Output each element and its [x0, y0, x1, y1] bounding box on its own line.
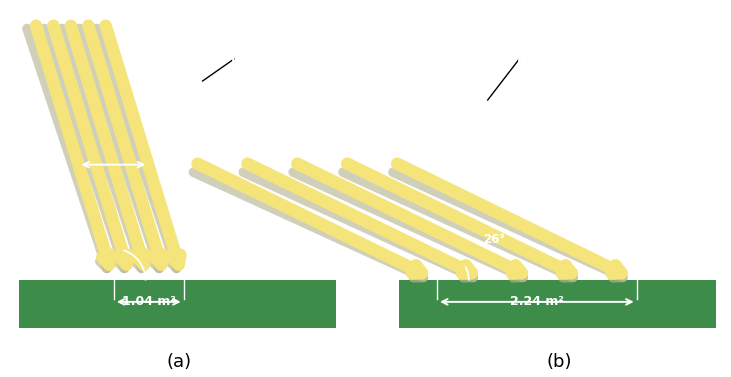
Text: 1.04 m²: 1.04 m²	[122, 295, 175, 308]
Text: 26°: 26°	[483, 233, 505, 246]
Text: 1 m²: 1 m²	[219, 52, 250, 65]
Text: 1 m²: 1 m²	[504, 52, 535, 65]
Text: 2.24 m²: 2.24 m²	[510, 295, 564, 308]
Bar	[19, 280, 336, 328]
Text: (b): (b)	[547, 353, 572, 371]
Text: (a): (a)	[167, 353, 192, 371]
Bar	[399, 280, 716, 328]
Text: 73°: 73°	[46, 249, 68, 262]
